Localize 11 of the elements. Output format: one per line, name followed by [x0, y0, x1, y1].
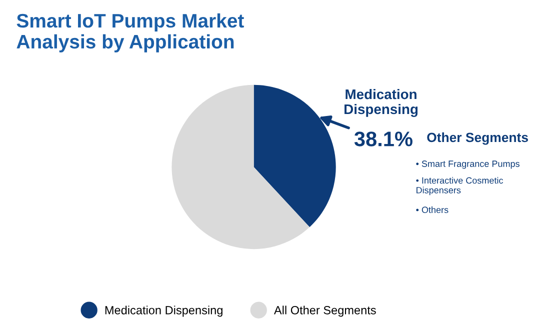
text: Other Segments — [427, 132, 528, 145]
data-label: 38.1% — [354, 132, 412, 146]
legend-label: All Other Segments — [274, 306, 376, 317]
pie-slice — [172, 84, 310, 250]
pie-slice — [254, 84, 336, 228]
slice-label: Medication Dispensing — [344, 88, 418, 117]
text: • Interactive Cosmetic Dispensers — [416, 177, 504, 196]
chart-title: Smart IoT Pumps Market Analysis by Application — [16, 13, 244, 52]
legend-label: Medication Dispensing — [105, 306, 222, 317]
text: • Smart Fragrance Pumps — [416, 160, 520, 169]
text: • Others — [416, 206, 448, 214]
